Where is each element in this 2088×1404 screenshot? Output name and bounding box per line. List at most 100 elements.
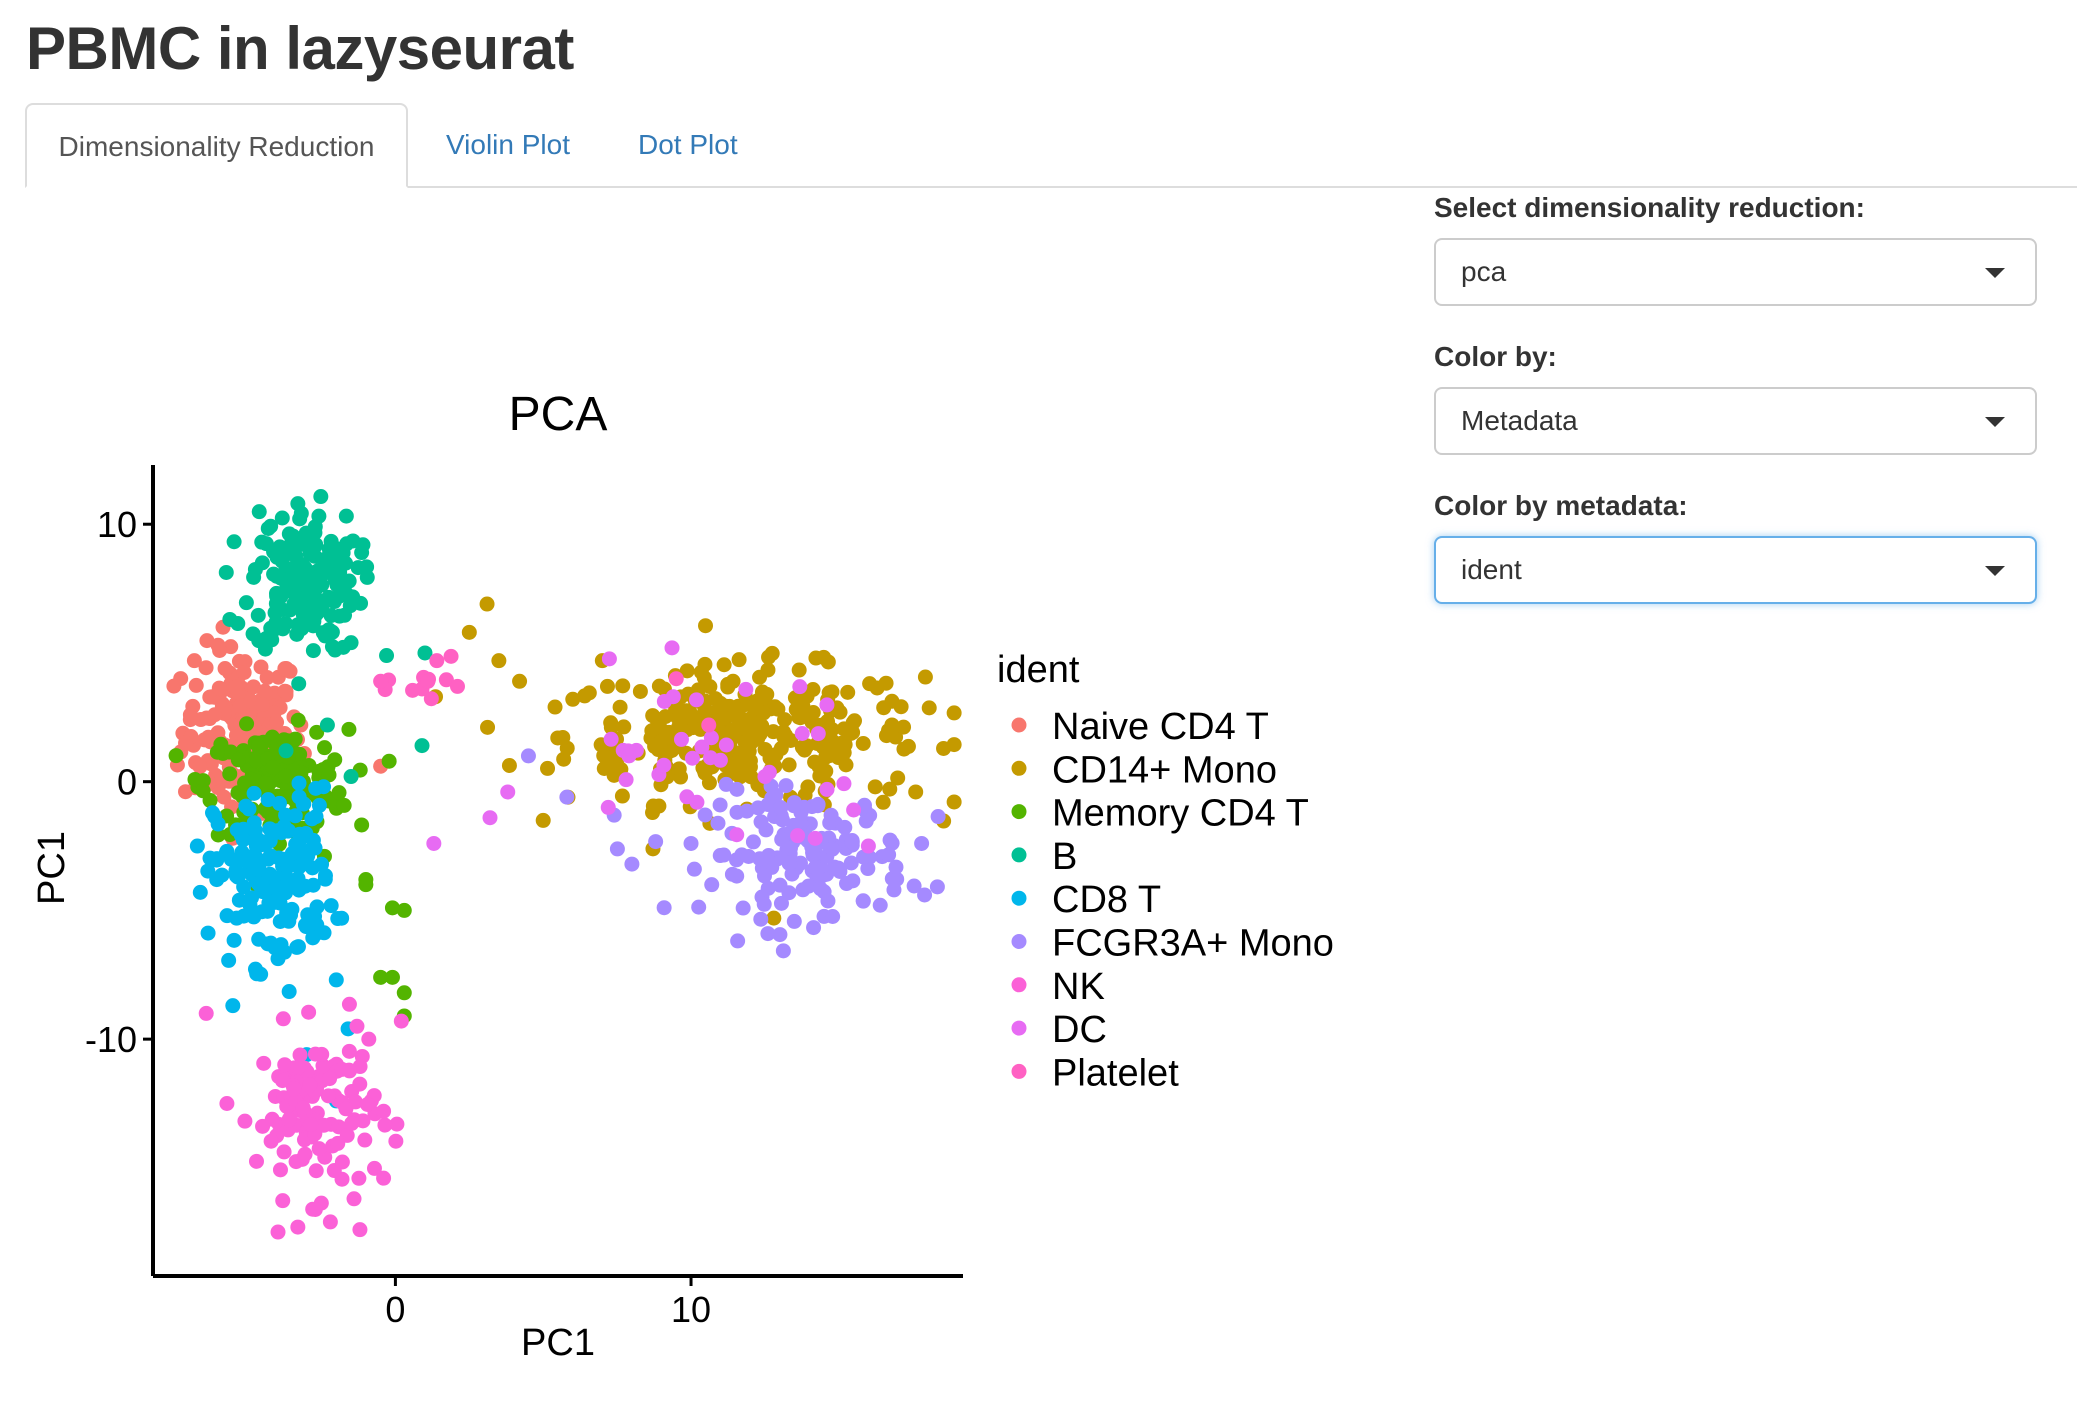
point-naive-cd4-t (166, 678, 182, 694)
point-memory-cd4-t (248, 753, 264, 769)
point-cd14-mono (599, 678, 615, 694)
point-cd14-mono (725, 673, 741, 689)
tab-violin-plot[interactable]: Violin Plot (446, 129, 571, 160)
point-naive-cd4-t (277, 661, 293, 677)
point-cd8-t (300, 843, 316, 859)
point-cd8-t (293, 856, 309, 872)
point-fcgr3a-mono (735, 900, 751, 916)
point-fcgr3a-mono (724, 866, 740, 882)
point-cd14-mono (603, 715, 619, 731)
point-memory-cd4-t (230, 752, 246, 768)
point-fcgr3a-mono (810, 796, 826, 812)
point-memory-cd4-t (195, 783, 211, 799)
point-naive-cd4-t (210, 637, 226, 653)
point-cd14-mono (679, 663, 695, 679)
point-cd14-mono (789, 703, 805, 719)
point-dc (688, 692, 704, 708)
point-b (308, 537, 324, 553)
point-fcgr3a-mono (881, 847, 897, 863)
ticks-layer: 0 10 10 0 -10 (85, 504, 711, 1330)
point-memory-cd4-t (210, 827, 226, 843)
point-cd8-t (260, 936, 276, 952)
point-dc (819, 697, 835, 713)
point-fcgr3a-mono (756, 868, 772, 884)
point-cd14-mono (609, 755, 625, 771)
point-fcgr3a-mono (825, 908, 841, 924)
point-cd14-mono (821, 685, 837, 701)
point-nk (219, 1096, 235, 1112)
point-dc (819, 781, 835, 797)
tab-dimensionality-reduction[interactable]: Dimensionality Reduction (25, 103, 408, 188)
point-memory-cd4-t (287, 731, 303, 747)
y-tick-label: -10 (85, 1019, 137, 1060)
chart-title: PCA (509, 388, 608, 441)
point-nk (376, 1170, 392, 1186)
point-b (245, 626, 261, 642)
point-dc (603, 731, 619, 747)
point-cd8-t (270, 951, 286, 967)
point-fcgr3a-mono (773, 799, 789, 815)
color-by-metadata-select[interactable]: ident (1434, 536, 2037, 604)
point-b (355, 537, 371, 553)
point-naive-cd4-t (254, 696, 270, 712)
point-cd14-mono (707, 691, 723, 707)
point-nk (256, 1055, 272, 1071)
point-memory-cd4-t (209, 744, 225, 760)
point-cd14-mono (671, 719, 687, 735)
point-b (417, 645, 433, 661)
point-cd8-t (323, 898, 339, 914)
point-fcgr3a-mono (686, 861, 702, 877)
point-fcgr3a-mono (884, 871, 900, 887)
point-nk (389, 1116, 405, 1132)
point-platelet (420, 673, 436, 689)
point-naive-cd4-t (188, 677, 204, 693)
point-cd8-t (271, 850, 287, 866)
point-cd14-mono (917, 669, 933, 685)
point-nk (352, 1222, 368, 1238)
point-nk (361, 1031, 377, 1047)
x-tick-label: 0 (385, 1289, 405, 1330)
point-fcgr3a-mono (775, 943, 791, 959)
point-memory-cd4-t (396, 985, 412, 1001)
point-cd14-mono (535, 812, 551, 828)
point-cd14-mono (550, 730, 566, 746)
point-memory-cd4-t (327, 752, 343, 768)
point-cd14-mono (818, 763, 834, 779)
point-nk (341, 1043, 357, 1059)
point-cd14-mono (670, 701, 686, 717)
point-cd8-t (297, 917, 313, 933)
point-cd14-mono (797, 787, 813, 803)
point-cd14-mono (867, 779, 883, 795)
point-memory-cd4-t (381, 753, 397, 769)
point-fcgr3a-mono (763, 855, 779, 871)
point-cd14-mono (881, 722, 897, 738)
point-cd14-mono (671, 761, 687, 777)
point-b (323, 533, 339, 549)
point-fcgr3a-mono (812, 881, 828, 897)
point-dc (836, 776, 852, 792)
point-cd8-t (200, 925, 216, 941)
point-nk (237, 1113, 253, 1129)
point-b (319, 717, 335, 733)
point-dc (600, 799, 616, 815)
point-dc (810, 726, 826, 742)
point-cd8-t (246, 785, 262, 801)
point-b (343, 635, 359, 651)
color-by-metadata-label: Color by metadata: (1434, 490, 1688, 521)
point-cd14-mono (501, 757, 517, 773)
point-platelet (668, 671, 684, 687)
legend-label: CD8 T (1052, 879, 1161, 921)
point-cd14-mono (581, 685, 597, 701)
color-by-select[interactable]: Metadata (1434, 387, 2037, 455)
point-cd14-mono (869, 680, 885, 696)
point-memory-cd4-t (336, 797, 352, 813)
point-cd8-t (314, 856, 330, 872)
point-b (307, 519, 323, 535)
point-nk (270, 1224, 286, 1240)
tab-dot-plot[interactable]: Dot Plot (638, 129, 738, 160)
reduction-select[interactable]: pca (1434, 238, 2037, 306)
point-cd14-mono (893, 699, 909, 715)
point-cd14-mono (756, 705, 772, 721)
point-cd14-mono (766, 910, 782, 926)
